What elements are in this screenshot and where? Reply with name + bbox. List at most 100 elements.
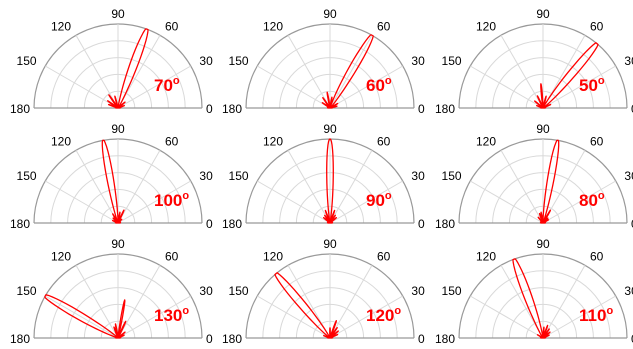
- tick-label-90: 90: [111, 122, 125, 136]
- tick-label-60: 60: [590, 250, 604, 264]
- tick-label-150: 150: [442, 284, 462, 298]
- polar-panel-50: 0 30 60 90 120 150 180 50o: [435, 7, 633, 116]
- tick-label-60: 60: [377, 250, 391, 264]
- tick-label-120: 120: [263, 250, 283, 264]
- tick-label-120: 120: [51, 20, 71, 34]
- tick-label-90: 90: [536, 122, 550, 136]
- steer-angle-label-90: 90o: [366, 190, 392, 210]
- tick-label-0: 0: [206, 217, 213, 231]
- degree-symbol: o: [598, 190, 605, 202]
- grid-spoke-120: [287, 35, 331, 109]
- tick-label-90: 90: [323, 237, 337, 251]
- tick-label-180: 180: [435, 102, 455, 116]
- radiation-pattern-50: [534, 42, 599, 109]
- tick-label-150: 150: [229, 284, 249, 298]
- polar-panel-130: 0 30 60 90 120 150 180 130o: [10, 237, 213, 346]
- grid-spoke-30: [117, 180, 191, 224]
- grid-spoke-60: [329, 150, 373, 224]
- tick-label-0: 0: [631, 102, 633, 116]
- grid-spoke-30: [542, 65, 616, 109]
- tick-label-90: 90: [111, 7, 125, 21]
- grid-spoke-60: [117, 265, 161, 339]
- steer-angle-label-130: 130o: [154, 305, 189, 325]
- radiation-pattern-90: [322, 138, 338, 224]
- steer-angle-label-100: 100o: [154, 190, 189, 210]
- tick-label-60: 60: [590, 135, 604, 149]
- tick-label-150: 150: [229, 169, 249, 183]
- degree-symbol: o: [394, 305, 401, 317]
- degree-symbol: o: [606, 305, 613, 317]
- tick-label-150: 150: [229, 54, 249, 68]
- grid-spoke-30: [329, 295, 403, 339]
- degree-symbol: o: [598, 75, 605, 87]
- polar-panel-110: 0 30 60 90 120 150 180 110o: [435, 237, 633, 346]
- tick-label-150: 150: [17, 169, 37, 183]
- grid-spoke-120: [75, 265, 119, 339]
- tick-label-60: 60: [590, 20, 604, 34]
- tick-label-60: 60: [377, 20, 391, 34]
- polar-panel-90: 0 30 60 90 120 150 180 90o: [222, 122, 425, 231]
- grid-spoke-120: [75, 35, 119, 109]
- tick-label-180: 180: [435, 332, 455, 346]
- grid-spoke-150: [470, 295, 544, 339]
- tick-label-60: 60: [377, 135, 391, 149]
- tick-label-30: 30: [199, 284, 213, 298]
- steer-angle-label-80: 80o: [579, 190, 605, 210]
- radiation-pattern-130: [44, 294, 127, 339]
- radiation-pattern-100: [101, 139, 125, 224]
- degree-symbol: o: [385, 75, 392, 87]
- polar-panel-100: 0 30 60 90 120 150 180 100o: [10, 122, 213, 231]
- grid-spoke-60: [329, 265, 373, 339]
- grid-spoke-150: [470, 65, 544, 109]
- polar-panel-120: 0 30 60 90 120 150 180 120o: [222, 237, 425, 346]
- grid-spoke-150: [470, 180, 544, 224]
- tick-label-90: 90: [536, 237, 550, 251]
- grid-spoke-60: [542, 265, 586, 339]
- tick-label-30: 30: [199, 54, 213, 68]
- tick-label-180: 180: [10, 217, 30, 231]
- tick-label-30: 30: [411, 54, 425, 68]
- degree-symbol: o: [173, 75, 180, 87]
- tick-label-150: 150: [442, 169, 462, 183]
- tick-label-120: 120: [476, 250, 496, 264]
- tick-label-0: 0: [631, 217, 633, 231]
- steer-angle-label-120: 120o: [366, 305, 401, 325]
- radiation-pattern-60: [321, 34, 374, 109]
- grid-spoke-30: [329, 65, 403, 109]
- grid-spoke-150: [257, 295, 331, 339]
- radiation-pattern-110: [512, 258, 551, 339]
- tick-label-150: 150: [17, 284, 37, 298]
- tick-label-180: 180: [222, 217, 242, 231]
- polar-panel-70: 0 30 60 90 120 150 180 70o: [10, 7, 213, 116]
- grid-spoke-150: [257, 180, 331, 224]
- degree-symbol: o: [385, 190, 392, 202]
- tick-label-0: 0: [206, 102, 213, 116]
- tick-label-60: 60: [165, 20, 179, 34]
- tick-label-90: 90: [111, 237, 125, 251]
- tick-label-150: 150: [17, 54, 37, 68]
- grid-spoke-30: [542, 295, 616, 339]
- radiation-pattern-80: [537, 139, 560, 224]
- steer-angle-label-60: 60o: [366, 75, 392, 95]
- steer-angle-label-110: 110o: [579, 305, 613, 325]
- steer-angle-label-70: 70o: [154, 75, 180, 95]
- tick-label-180: 180: [222, 332, 242, 346]
- tick-label-90: 90: [323, 122, 337, 136]
- tick-label-90: 90: [323, 7, 337, 21]
- tick-label-120: 120: [263, 20, 283, 34]
- grid-spoke-30: [117, 65, 191, 109]
- tick-label-180: 180: [222, 102, 242, 116]
- tick-label-30: 30: [624, 169, 633, 183]
- grid-spoke-30: [329, 180, 403, 224]
- grid-spoke-60: [117, 150, 161, 224]
- tick-label-60: 60: [165, 135, 179, 149]
- degree-symbol: o: [182, 190, 189, 202]
- grid-spoke-30: [117, 295, 191, 339]
- tick-label-180: 180: [10, 102, 30, 116]
- tick-label-60: 60: [165, 250, 179, 264]
- tick-label-30: 30: [199, 169, 213, 183]
- tick-label-0: 0: [206, 332, 213, 346]
- radiation-pattern-70: [107, 28, 149, 109]
- radiation-pattern-120: [274, 272, 339, 339]
- grid-spoke-60: [329, 35, 373, 109]
